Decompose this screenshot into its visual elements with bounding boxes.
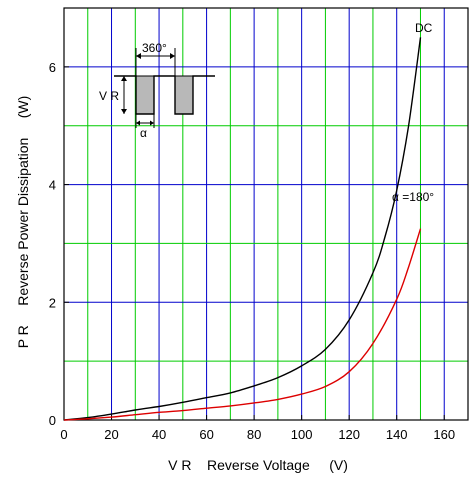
waveform-inset: 360° V R α: [99, 41, 215, 140]
y-tick-label: 2: [49, 295, 56, 310]
period-arrow-left-head: [136, 53, 141, 59]
angle-arrow-right-head: [150, 120, 154, 126]
voltage-arrow-top-head: [121, 76, 127, 81]
x-tick-label: 40: [152, 427, 166, 442]
x-tick-label: 100: [291, 427, 313, 442]
y-tick-label: 6: [49, 60, 56, 75]
x-tick-label: 120: [338, 427, 360, 442]
y-tick-label: 4: [49, 178, 56, 193]
series-label-dc: DC: [415, 21, 433, 35]
y-axis-title: P R Reverse Power Dissipation (W): [15, 96, 31, 349]
angle-label: α: [140, 126, 147, 140]
x-tick-label: 20: [104, 427, 118, 442]
x-tick-label: 80: [247, 427, 261, 442]
period-arrow-right-head: [170, 53, 175, 59]
x-tick-label: 140: [386, 427, 408, 442]
series-label-alpha: α =180°: [392, 190, 434, 204]
x-tick-label: 0: [60, 427, 67, 442]
waveform-pulse-2: [174, 75, 194, 115]
voltage-arrow-bottom-head: [121, 109, 127, 114]
y-tick-label: 0: [49, 413, 56, 428]
waveform-pulse-1: [135, 75, 155, 115]
grid-lines: [64, 8, 468, 420]
series-line-dc: [63, 37, 422, 421]
x-axis-title: V R Reverse Voltage (V): [168, 457, 348, 473]
waveform-line: [114, 75, 215, 115]
voltage-label: V R: [99, 89, 119, 103]
period-label: 360°: [142, 41, 167, 55]
x-tick-label: 160: [433, 427, 455, 442]
series-line-alpha-180: [63, 228, 422, 421]
angle-arrow-left-head: [136, 120, 140, 126]
plot-frame: [63, 7, 469, 421]
axis-ticks: 0 20 40 60 80 100 120 140 160 0 2 4 6: [49, 60, 455, 442]
x-tick-label: 60: [199, 427, 213, 442]
series-lines: [63, 37, 422, 421]
